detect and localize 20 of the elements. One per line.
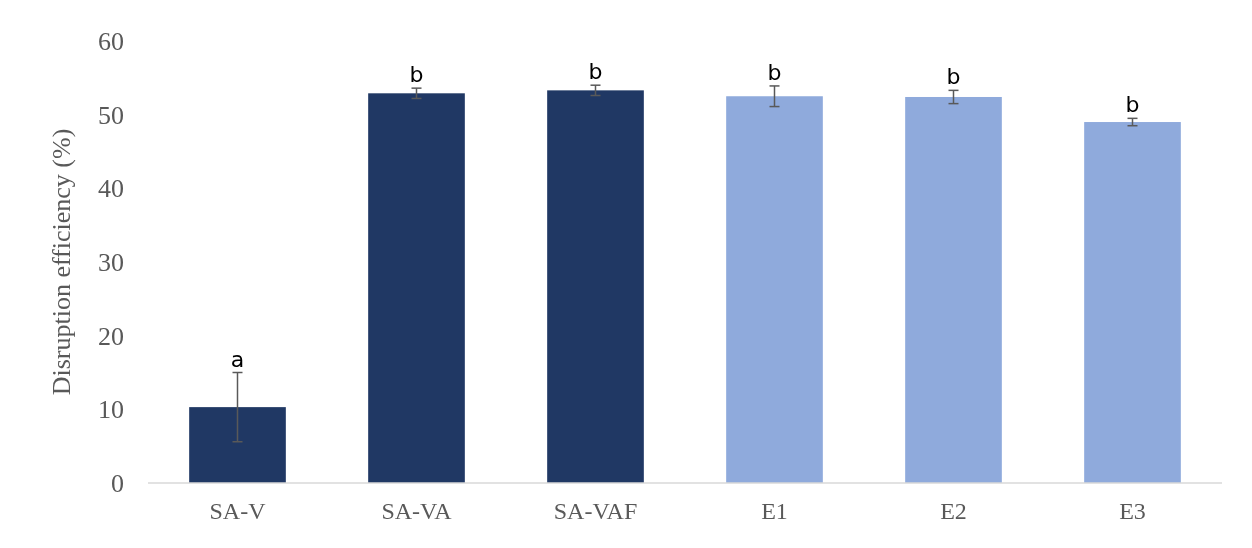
- x-tick-label: E3: [1119, 498, 1146, 524]
- annotation: a: [230, 346, 245, 372]
- y-axis-title: Disruption efficiency (%): [47, 128, 76, 396]
- y-tick-label: 20: [98, 321, 124, 351]
- y-tick-label: 0: [111, 469, 124, 499]
- x-tick-label: SA-VA: [381, 498, 453, 524]
- y-tick-label: 40: [98, 174, 124, 204]
- y-tick-label: 50: [98, 100, 124, 130]
- y-tick-label: 10: [98, 395, 124, 425]
- annotation: b: [1125, 92, 1140, 118]
- x-tick-label: E2: [940, 498, 967, 524]
- y-tick-label: 30: [98, 248, 124, 278]
- annotation: b: [588, 59, 603, 85]
- annotation: b: [409, 62, 424, 88]
- annotation: b: [946, 64, 961, 90]
- x-tick-label: E1: [761, 498, 788, 524]
- annotation: b: [767, 59, 782, 85]
- x-tick-label: SA-V: [209, 498, 267, 524]
- x-tick-label: SA-VAF: [553, 498, 638, 524]
- y-tick-label: 60: [98, 27, 124, 57]
